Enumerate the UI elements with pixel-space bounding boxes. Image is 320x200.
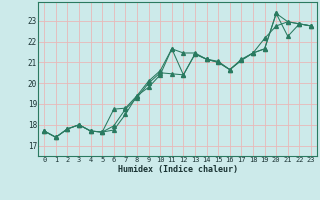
X-axis label: Humidex (Indice chaleur): Humidex (Indice chaleur) [118, 165, 238, 174]
